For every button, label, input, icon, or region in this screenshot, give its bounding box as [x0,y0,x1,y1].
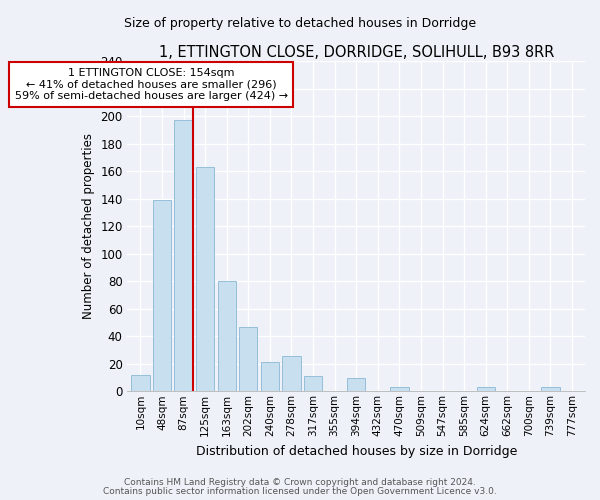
Text: Size of property relative to detached houses in Dorridge: Size of property relative to detached ho… [124,18,476,30]
Bar [175,120,193,392]
Y-axis label: Number of detached properties: Number of detached properties [82,133,95,319]
Bar [131,375,149,392]
Bar [196,167,214,392]
Bar [153,200,171,392]
Bar [390,387,409,392]
X-axis label: Distribution of detached houses by size in Dorridge: Distribution of detached houses by size … [196,444,517,458]
Bar [218,281,236,392]
Bar [476,387,495,392]
Text: Contains public sector information licensed under the Open Government Licence v3: Contains public sector information licen… [103,487,497,496]
Text: 1 ETTINGTON CLOSE: 154sqm
← 41% of detached houses are smaller (296)
59% of semi: 1 ETTINGTON CLOSE: 154sqm ← 41% of detac… [14,68,288,101]
Title: 1, ETTINGTON CLOSE, DORRIDGE, SOLIHULL, B93 8RR: 1, ETTINGTON CLOSE, DORRIDGE, SOLIHULL, … [158,45,554,60]
Bar [347,378,365,392]
Bar [282,356,301,392]
Bar [261,362,279,392]
Bar [304,376,322,392]
Text: Contains HM Land Registry data © Crown copyright and database right 2024.: Contains HM Land Registry data © Crown c… [124,478,476,487]
Bar [239,326,257,392]
Bar [541,387,560,392]
